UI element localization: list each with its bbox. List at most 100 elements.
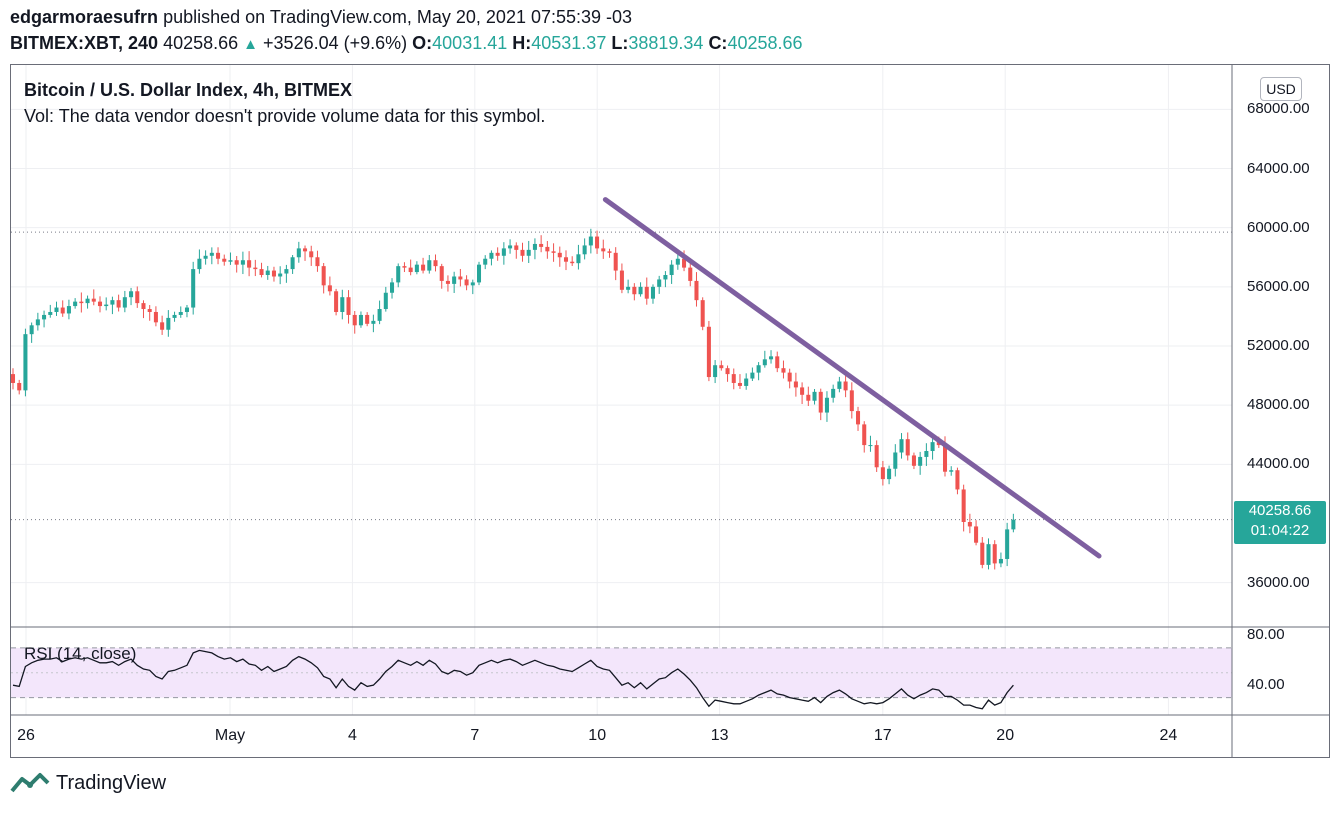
candle-body	[967, 521, 972, 527]
candle-body	[508, 245, 513, 249]
candle-body	[253, 267, 258, 270]
candle-body	[663, 275, 668, 280]
rsi-line	[12, 649, 1014, 710]
candle-body	[632, 286, 637, 295]
candle-body	[228, 260, 233, 262]
candle-body	[856, 411, 861, 425]
candle-body	[694, 280, 699, 301]
candle-body	[408, 267, 413, 273]
candle-body	[688, 267, 693, 281]
candle-body	[141, 303, 146, 310]
candle-body	[657, 279, 662, 287]
footer-brand[interactable]: TradingView	[10, 771, 166, 795]
candle-body	[626, 286, 631, 290]
time-tick-label: 7	[470, 727, 480, 744]
price-tick-label: 36000.00	[1247, 573, 1310, 591]
candle-body	[949, 470, 954, 472]
candle-body	[756, 365, 761, 373]
candle-body	[315, 257, 320, 267]
candle-body	[309, 251, 314, 258]
candle-body	[501, 248, 506, 256]
current-price-value: 40258.66	[1248, 502, 1312, 519]
candle-body	[290, 257, 295, 270]
candle-body	[588, 236, 593, 246]
candle-body	[79, 301, 84, 304]
candle-body	[731, 374, 736, 383]
candle-body	[607, 251, 612, 253]
candle-body	[402, 266, 407, 268]
candle-body	[843, 381, 848, 391]
volume-note: Vol: The data vendor doesn't provide vol…	[24, 106, 546, 126]
candle-body	[862, 424, 867, 446]
candle-body	[800, 387, 805, 395]
candle-body	[377, 309, 382, 321]
candle-body	[172, 314, 177, 318]
candle-body	[924, 451, 929, 457]
candle-body	[998, 558, 1003, 564]
candle-body	[296, 248, 301, 258]
candle-body	[396, 266, 401, 283]
high-value: 40531.37	[531, 33, 607, 53]
rsi-pane	[11, 647, 1232, 710]
candle-body	[706, 326, 711, 378]
candle-body	[470, 282, 475, 286]
candle-body	[371, 320, 376, 324]
candle-body	[719, 365, 724, 369]
candle-body	[104, 304, 109, 307]
candle-body	[29, 325, 34, 335]
high-label: H:	[512, 33, 532, 53]
candle-body	[737, 382, 742, 386]
candle-body	[166, 317, 171, 330]
author-name[interactable]: edgarmoraesufrn	[10, 7, 159, 27]
candle-body	[203, 255, 208, 259]
candle-body	[824, 397, 829, 413]
candle-body	[278, 273, 283, 277]
chart-legend-title: Bitcoin / U.S. Dollar Index, 4h, BITMEX	[24, 80, 353, 100]
candle-body	[619, 270, 624, 290]
rsi-tick-label: 80.00	[1247, 626, 1285, 644]
time-tick-label: 10	[588, 727, 607, 744]
candle-body	[992, 544, 997, 564]
candle-body	[868, 445, 873, 447]
candle-body	[191, 269, 196, 308]
candle-body	[582, 245, 587, 255]
price-tick-label: 44000.00	[1247, 455, 1310, 473]
price-tick-label: 64000.00	[1247, 159, 1310, 177]
candle-body	[54, 307, 59, 312]
candle-body	[638, 286, 643, 295]
candle-body	[563, 257, 569, 262]
candle-body	[48, 311, 53, 315]
candle-body	[110, 300, 115, 305]
price-change: +3526.04 (+9.6%)	[263, 33, 408, 53]
candle-body	[980, 542, 985, 565]
candle-body	[532, 243, 537, 250]
candle-body	[483, 258, 488, 265]
candle-body	[942, 445, 948, 472]
candle-body	[414, 264, 419, 273]
candle-body	[433, 260, 438, 267]
candle-body	[476, 264, 482, 283]
candle-body	[526, 249, 531, 256]
trendline	[602, 197, 1102, 559]
candle-body	[744, 378, 749, 386]
price-tick-label: 56000.00	[1247, 277, 1310, 295]
candle-body	[184, 307, 189, 312]
candle-body	[713, 365, 718, 378]
candle-body	[899, 439, 904, 453]
candle-body	[700, 300, 705, 327]
currency-button[interactable]: USD	[1260, 77, 1302, 101]
candle-body	[539, 243, 544, 247]
candle-body	[849, 390, 854, 412]
candle-body	[116, 300, 121, 308]
candle-body	[669, 264, 674, 276]
candle-body	[303, 248, 308, 252]
candle-body	[893, 452, 898, 469]
publish-info: edgarmoraesufrn published on TradingView…	[10, 7, 632, 28]
last-price: 40258.66	[163, 33, 239, 53]
time-tick-label: 13	[710, 727, 729, 744]
candle-body	[327, 285, 332, 292]
candle-body	[178, 311, 183, 315]
candle-body	[97, 301, 103, 307]
candle-body	[551, 251, 556, 253]
